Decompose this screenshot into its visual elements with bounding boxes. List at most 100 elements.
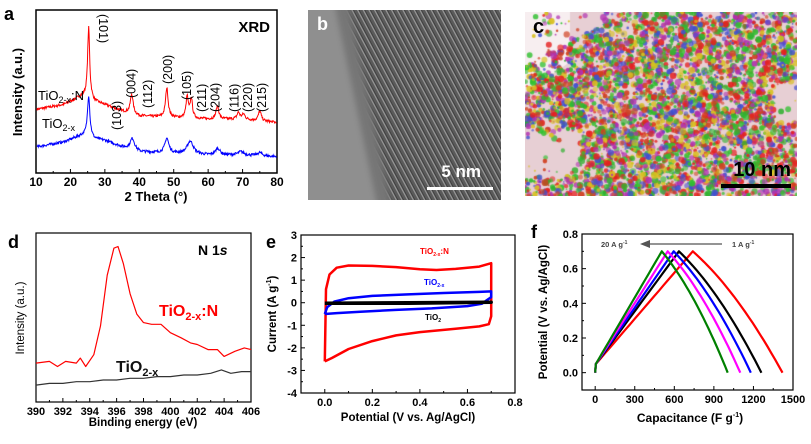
axis-ticks: 0.0 0.2 0.4 0.6 0.8 -4 -3 -2 -1 0 1 2 3 <box>287 230 522 409</box>
scale-bar <box>721 184 791 188</box>
x-axis-label: Binding energy (eV) <box>89 417 198 429</box>
legend-tio2x: TiO2-x <box>116 359 159 379</box>
y-axis-label: Intensity (a.u.) <box>10 48 25 136</box>
y-tick-label: 2 <box>291 253 297 265</box>
peak-label: (215) <box>255 83 269 112</box>
peak-label: (101) <box>96 14 110 43</box>
peak-label: (004) <box>125 69 139 98</box>
panel-letter-e: e <box>266 232 276 252</box>
y-tick-label: 3 <box>291 230 297 242</box>
x-tick-label: 0.4 <box>412 397 428 409</box>
panel-f: f 0 300 600 900 1200 1500 0.0 0.2 0.4 0.6 0.8 1 A … <box>531 222 805 425</box>
panel-a: a 10 20 30 40 50 60 70 80 (101)(103)(004) (112)(… <box>4 4 284 204</box>
axis-ticks: 0 300 600 900 1200 1500 0.0 0.2 0.4 0.6 0.8 <box>563 229 806 406</box>
x-tick-label: 390 <box>27 406 45 418</box>
panel-d: d 390 392 394 396 398 400 402 404 406 N 1s TiO2-… <box>8 232 260 429</box>
hrtem-image: b 5 nm <box>308 10 501 200</box>
y-axis-label: Intensity (a.u.) <box>15 281 27 354</box>
scale-bar-label: 10 nm <box>733 159 791 181</box>
xrd-series <box>36 25 277 125</box>
y-axis-label: Potential (V vs. Ag/AgCl) <box>538 245 550 380</box>
annotation-1-ag: 1 A g-1 <box>732 240 754 249</box>
x-tick-label: 1500 <box>781 394 805 406</box>
x-tick-label: 406 <box>242 406 260 418</box>
x-tick-label: 600 <box>665 394 683 406</box>
x-tick-label: 392 <box>54 406 72 418</box>
peak-labels: (101) (103)(004) (112) (200) (105) (211) (204)… <box>96 14 269 130</box>
peak-label: (200) <box>161 55 175 84</box>
chart-title: XRD <box>238 19 270 36</box>
gcd-series <box>594 250 763 374</box>
y-tick-label: -4 <box>287 388 298 400</box>
x-tick-label: 0.2 <box>365 397 380 409</box>
xps-curves <box>35 245 252 386</box>
y-tick-label: 0.0 <box>563 368 578 380</box>
panel-letter-a: a <box>4 4 15 24</box>
xrd-series <box>36 96 277 158</box>
x-tick-label: 396 <box>107 406 125 418</box>
y-tick-label: -1 <box>287 320 297 332</box>
annotation-20-ag: 20 A g-1 <box>601 240 628 249</box>
legend-tio2x: TiO2-x <box>42 116 75 133</box>
cv-series <box>323 290 493 316</box>
cv-series <box>323 261 493 363</box>
legend-tio2xn: TiO2-x:N <box>38 88 84 105</box>
x-tick-label: 402 <box>188 406 206 418</box>
x-tick-label: 0 <box>592 394 598 406</box>
y-tick-label: -2 <box>287 343 297 355</box>
x-tick-label: 900 <box>705 394 723 406</box>
eds-map-image: c 10 nm <box>525 12 797 196</box>
legend-tio2xn: TiO2-x:N <box>159 303 218 323</box>
panel-letter-c: c <box>533 16 545 38</box>
peak-label: (220) <box>241 83 255 112</box>
x-axis-label: Potential (V vs. Ag/AgCl) <box>341 412 476 424</box>
x-tick-label: 40 <box>133 175 147 189</box>
x-tick-label: 0.0 <box>317 397 332 409</box>
peak-label: (103) <box>110 101 124 130</box>
x-axis-label: 2 Theta (°) <box>125 189 188 204</box>
y-tick-label: 0.8 <box>563 229 578 241</box>
arrow-head-icon <box>640 240 650 248</box>
x-tick-label: 300 <box>626 394 644 406</box>
peak-label: (116) <box>227 84 241 112</box>
xps-series <box>35 369 251 386</box>
chart-title: N 1s <box>198 242 228 258</box>
panel-letter-d: d <box>8 232 19 252</box>
x-axis-label: Capacitance (F g-1) <box>637 411 743 425</box>
y-tick-label: 0.4 <box>563 298 579 310</box>
gcd-series <box>594 250 742 374</box>
legend-tio2xn: TiO2-x:N <box>420 247 449 258</box>
xps-series <box>35 245 252 368</box>
x-tick-label: 0.8 <box>507 397 522 409</box>
gcd-series <box>594 250 729 374</box>
x-tick-label: 400 <box>161 406 179 418</box>
xrd-curves <box>36 25 277 158</box>
cv-curves <box>323 261 493 363</box>
panel-letter-b: b <box>317 14 328 34</box>
y-tick-label: 1 <box>291 275 297 287</box>
x-axis-ticks: 10 20 30 40 50 60 70 80 <box>29 169 284 189</box>
x-tick-label: 404 <box>215 406 234 418</box>
x-tick-label: 70 <box>236 175 250 189</box>
x-tick-label: 398 <box>134 406 152 418</box>
y-tick-label: 0.6 <box>563 264 578 276</box>
peak-label: (105) <box>180 71 194 100</box>
peak-label: (204) <box>209 83 223 112</box>
x-tick-label: 50 <box>167 175 181 189</box>
scale-bar-label: 5 nm <box>441 162 481 181</box>
cv-series <box>324 300 493 305</box>
y-tick-label: 0 <box>291 298 297 310</box>
x-axis-ticks: 390 392 394 396 398 400 402 404 406 <box>27 398 260 418</box>
x-tick-label: 0.6 <box>460 397 475 409</box>
gcd-curves <box>594 250 784 374</box>
legend-tio2x: TiO2-x <box>424 278 445 289</box>
x-tick-label: 1200 <box>741 394 765 406</box>
panel-letter-f: f <box>531 222 538 242</box>
x-tick-label: 20 <box>64 175 78 189</box>
peak-label: (211) <box>195 84 209 112</box>
plot-frame <box>581 233 794 391</box>
y-axis-label: Current (A g-1) <box>266 275 279 352</box>
x-tick-label: 10 <box>29 175 43 189</box>
scale-bar <box>427 187 493 190</box>
